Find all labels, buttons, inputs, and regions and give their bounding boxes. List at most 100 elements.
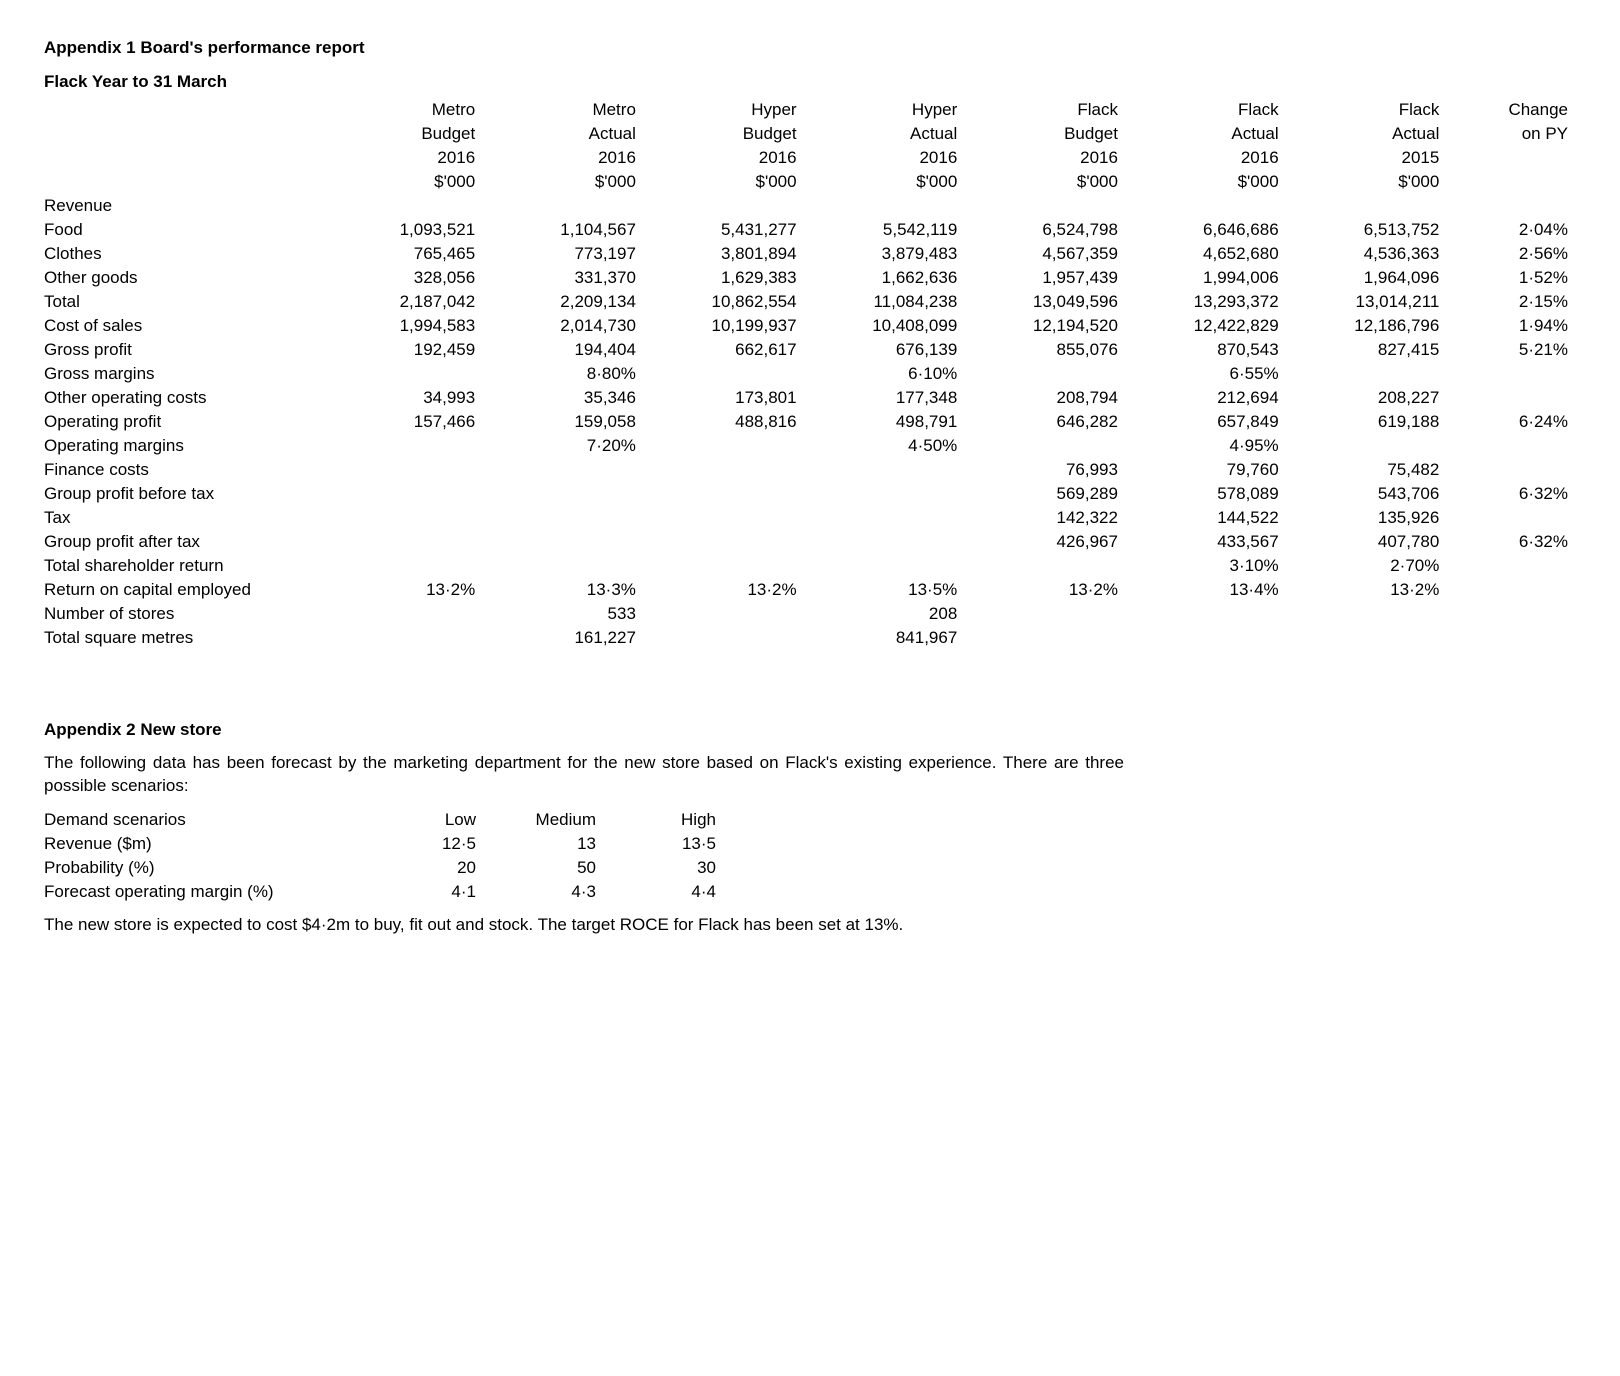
cell: 13,293,372 xyxy=(1126,290,1287,314)
row-label: Total shareholder return xyxy=(44,554,323,578)
cell xyxy=(644,530,805,554)
col-header: Actual xyxy=(1126,122,1287,146)
cell xyxy=(965,554,1126,578)
scenario-header-label: Demand scenarios xyxy=(44,808,374,832)
cell xyxy=(644,434,805,458)
cell: 173,801 xyxy=(644,386,805,410)
scenario-row-label: Probability (%) xyxy=(44,856,374,880)
cell xyxy=(805,482,966,506)
col-header-blank xyxy=(44,98,323,122)
col-header: $'000 xyxy=(323,170,484,194)
cell xyxy=(323,626,484,650)
col-header: Metro xyxy=(483,98,644,122)
row-label: Operating margins xyxy=(44,434,323,458)
cell: 488,816 xyxy=(644,410,805,434)
cell: 662,617 xyxy=(644,338,805,362)
cell: 5,431,277 xyxy=(644,218,805,242)
cell xyxy=(644,602,805,626)
cell: 194,404 xyxy=(483,338,644,362)
col-header: Budget xyxy=(644,122,805,146)
cell xyxy=(644,626,805,650)
col-header-blank xyxy=(44,122,323,146)
cell: 773,197 xyxy=(483,242,644,266)
scenario-col-1: Medium xyxy=(494,808,614,832)
cell: 13,049,596 xyxy=(965,290,1126,314)
col-header: Metro xyxy=(323,98,484,122)
scenario-cell: 50 xyxy=(494,856,614,880)
cell: 76,993 xyxy=(965,458,1126,482)
cell: 192,459 xyxy=(323,338,484,362)
scenario-cell: 30 xyxy=(614,856,734,880)
cell: 498,791 xyxy=(805,410,966,434)
col-header: Flack xyxy=(1126,98,1287,122)
scenario-cell: 13·5 xyxy=(614,832,734,856)
appendix2-footer: The new store is expected to cost $4·2m … xyxy=(44,914,1124,937)
cell: 13·2% xyxy=(644,578,805,602)
cell: 35,346 xyxy=(483,386,644,410)
cell: 8·80% xyxy=(483,362,644,386)
row-label: Cost of sales xyxy=(44,314,323,338)
cell: 6,513,752 xyxy=(1287,218,1448,242)
cell xyxy=(965,626,1126,650)
cell xyxy=(483,506,644,530)
cell: 13·3% xyxy=(483,578,644,602)
scenario-row-label: Forecast operating margin (%) xyxy=(44,880,374,904)
cell: 765,465 xyxy=(323,242,484,266)
col-header: $'000 xyxy=(805,170,966,194)
cell: 157,466 xyxy=(323,410,484,434)
cell xyxy=(805,458,966,482)
cell: 578,089 xyxy=(1126,482,1287,506)
cell: 569,289 xyxy=(965,482,1126,506)
cell: 2·56% xyxy=(1447,242,1576,266)
col-header: Budget xyxy=(965,122,1126,146)
cell: 4,652,680 xyxy=(1126,242,1287,266)
cell xyxy=(644,506,805,530)
cell: 12,186,796 xyxy=(1287,314,1448,338)
cell: 433,567 xyxy=(1126,530,1287,554)
cell xyxy=(323,362,484,386)
scenario-table: Demand scenarios Low Medium High Revenue… xyxy=(44,808,734,904)
row-label: Group profit before tax xyxy=(44,482,323,506)
cell xyxy=(965,194,1126,218)
cell xyxy=(323,554,484,578)
cell xyxy=(483,554,644,578)
cell xyxy=(1447,458,1576,482)
col-header xyxy=(1447,146,1576,170)
cell: 426,967 xyxy=(965,530,1126,554)
cell xyxy=(1287,626,1448,650)
cell: 135,926 xyxy=(1287,506,1448,530)
cell: 1·94% xyxy=(1447,314,1576,338)
scenario-cell: 4·3 xyxy=(494,880,614,904)
cell xyxy=(323,458,484,482)
cell xyxy=(323,602,484,626)
cell xyxy=(805,194,966,218)
scenario-cell: 4·4 xyxy=(614,880,734,904)
performance-report-table: MetroMetroHyperHyperFlackFlackFlackChang… xyxy=(44,98,1576,650)
cell: 407,780 xyxy=(1287,530,1448,554)
cell xyxy=(1287,194,1448,218)
cell: 1,629,383 xyxy=(644,266,805,290)
cell xyxy=(805,554,966,578)
col-header: Actual xyxy=(805,122,966,146)
scenario-col-0: Low xyxy=(374,808,494,832)
cell: 2·04% xyxy=(1447,218,1576,242)
col-header: on PY xyxy=(1447,122,1576,146)
cell xyxy=(483,482,644,506)
cell: 142,322 xyxy=(965,506,1126,530)
cell: 208 xyxy=(805,602,966,626)
cell: 11,084,238 xyxy=(805,290,966,314)
col-header: Hyper xyxy=(805,98,966,122)
row-label: Other operating costs xyxy=(44,386,323,410)
cell: 10,408,099 xyxy=(805,314,966,338)
cell xyxy=(1126,194,1287,218)
cell: 13·2% xyxy=(965,578,1126,602)
cell xyxy=(644,362,805,386)
cell: 7·20% xyxy=(483,434,644,458)
cell xyxy=(1447,626,1576,650)
cell: 2,209,134 xyxy=(483,290,644,314)
col-header-blank xyxy=(44,170,323,194)
cell: 676,139 xyxy=(805,338,966,362)
cell xyxy=(323,530,484,554)
cell: 212,694 xyxy=(1126,386,1287,410)
cell: 3,879,483 xyxy=(805,242,966,266)
